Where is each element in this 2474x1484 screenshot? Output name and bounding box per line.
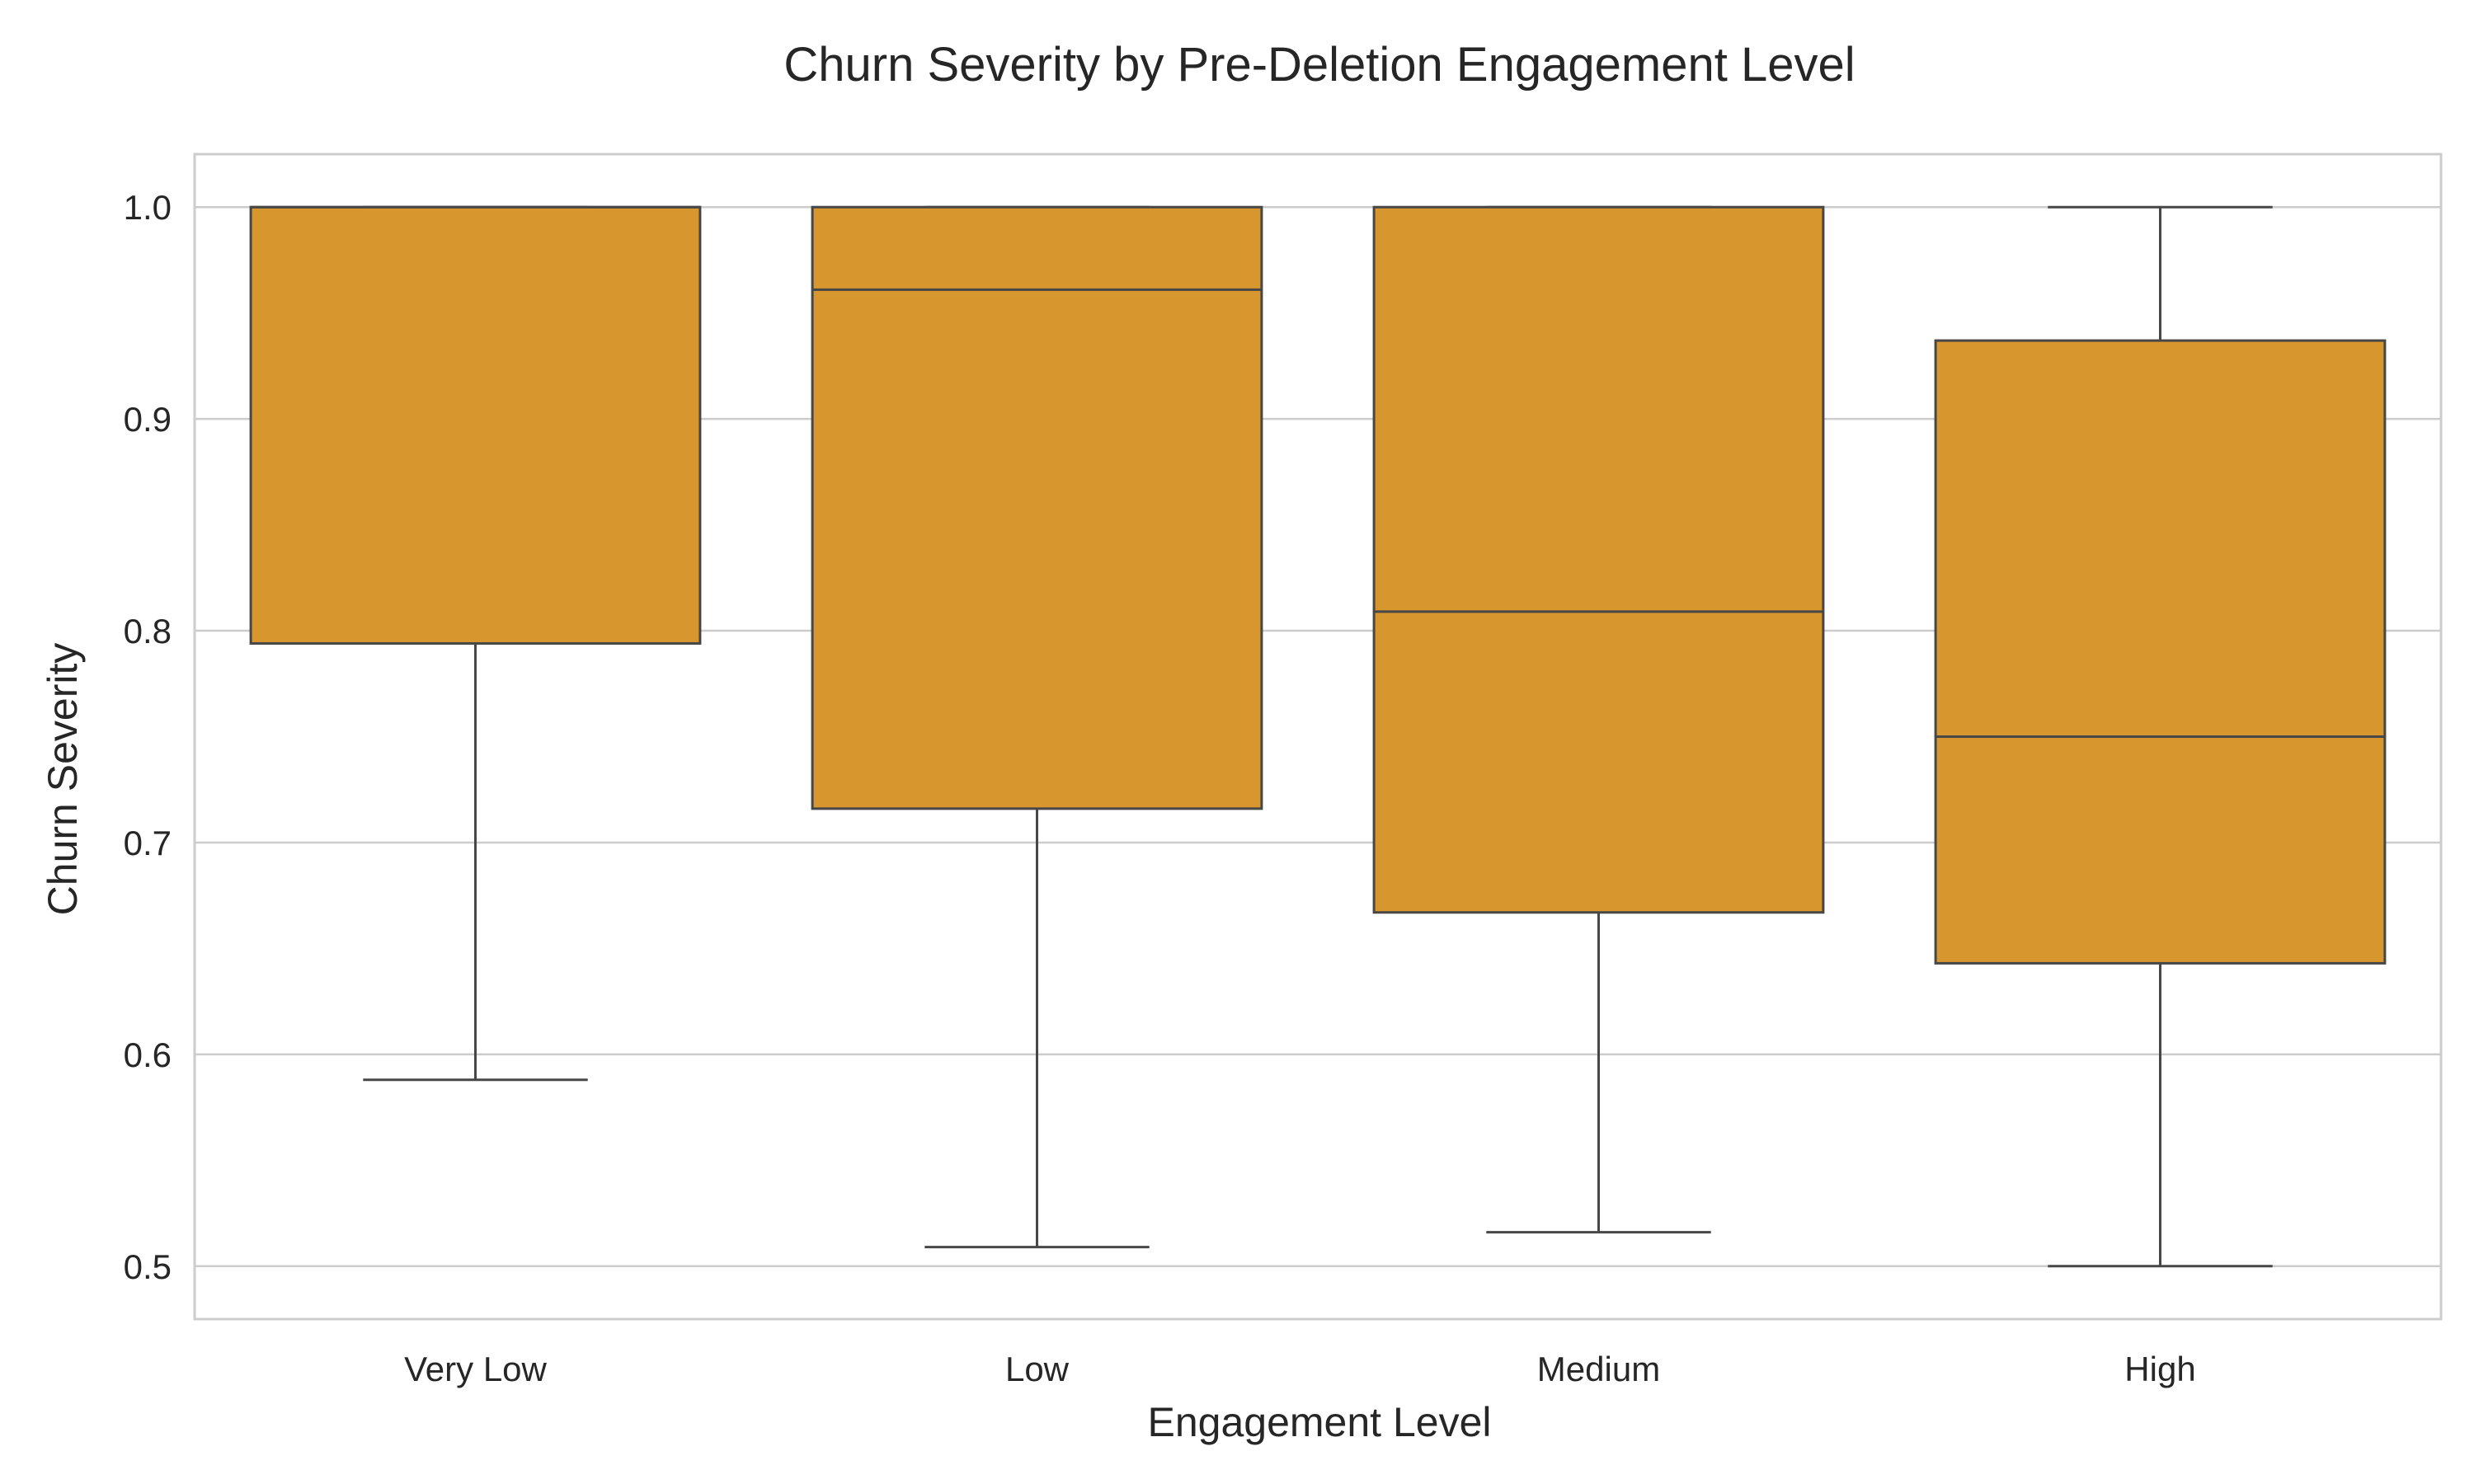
y-tick-label: 0.5 bbox=[124, 1247, 172, 1286]
x-tick-label: Medium bbox=[1537, 1350, 1660, 1388]
y-axis-label: Churn Severity bbox=[40, 643, 86, 916]
box bbox=[1934, 339, 2387, 965]
y-tick-label: 0.9 bbox=[124, 400, 172, 439]
y-tick-label: 0.7 bbox=[124, 824, 172, 862]
box bbox=[1372, 205, 1825, 914]
y-tick-label: 0.8 bbox=[124, 612, 172, 650]
x-tick-label: Very Low bbox=[404, 1350, 547, 1388]
box bbox=[249, 205, 702, 645]
plot-frame bbox=[193, 153, 2443, 1321]
chart-title: Churn Severity by Pre-Deletion Engagemen… bbox=[783, 38, 1855, 92]
y-tick-label: 0.6 bbox=[124, 1036, 172, 1074]
x-tick-label: Low bbox=[1005, 1350, 1070, 1388]
x-tick-label: High bbox=[2124, 1350, 2195, 1388]
y-tick-label: 1.0 bbox=[124, 188, 172, 227]
plot-area: 0.5 0.6 0.7 0.8 0.9 1.0 Very Low Low Medium High bbox=[124, 153, 2443, 1388]
box bbox=[811, 205, 1263, 810]
x-axis-label: Engagement Level bbox=[1148, 1399, 1492, 1445]
